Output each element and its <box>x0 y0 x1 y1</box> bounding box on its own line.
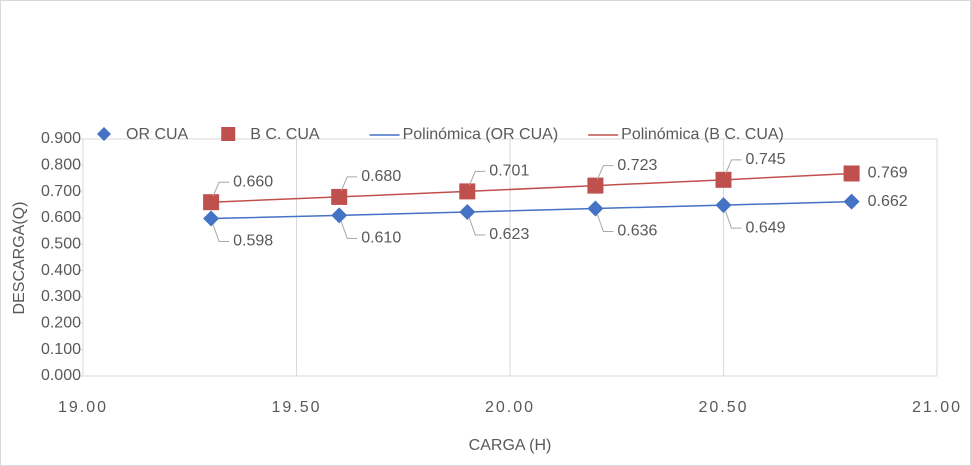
legend-label: B C. CUA <box>250 126 320 143</box>
data-label: 0.769 <box>868 165 908 182</box>
marker <box>459 203 476 220</box>
data-label: 0.662 <box>868 193 908 210</box>
marker <box>843 193 860 210</box>
legend-label: Polinómica (OR CUA) <box>403 126 559 143</box>
y-tick-label: 0.200 <box>41 315 81 332</box>
legend-label: Polinómica (B C. CUA) <box>621 126 784 143</box>
data-label: 0.610 <box>361 230 401 247</box>
marker <box>459 183 476 200</box>
y-tick-label: 0.000 <box>41 367 81 384</box>
leader-line <box>468 170 486 186</box>
x-tick-label: 20.50 <box>698 399 748 416</box>
data-label: 0.701 <box>489 163 529 180</box>
x-tick-label: 19.50 <box>271 399 321 416</box>
data-label: 0.660 <box>233 173 273 190</box>
marker <box>843 165 860 182</box>
marker <box>587 200 604 217</box>
y-tick-label: 0.700 <box>41 183 81 200</box>
y-tick-label: 0.300 <box>41 288 81 305</box>
x-tick-label: 21.00 <box>912 399 962 416</box>
leader-line <box>596 165 614 180</box>
marker <box>331 207 348 224</box>
marker <box>715 197 732 214</box>
marker <box>203 210 220 227</box>
data-label: 0.723 <box>617 157 657 174</box>
trendline <box>211 172 852 203</box>
data-label: 0.649 <box>746 219 786 236</box>
plot-area <box>82 138 938 377</box>
leader-line <box>468 217 486 236</box>
leader-line <box>596 214 614 233</box>
data-label: 0.623 <box>489 226 529 243</box>
data-label: 0.745 <box>746 151 786 168</box>
leader-line <box>212 224 230 243</box>
leader-line <box>725 159 742 175</box>
x-axis-label: CARGA (H) <box>469 437 552 454</box>
y-tick-label: 0.600 <box>41 209 81 226</box>
data-label: 0.636 <box>617 223 657 240</box>
data-label: 0.598 <box>233 233 273 250</box>
legend-label: OR CUA <box>126 126 189 143</box>
leader-line <box>340 221 358 239</box>
legend-marker <box>97 127 111 141</box>
marker <box>203 194 220 211</box>
data-label: 0.680 <box>361 168 401 185</box>
legend-marker <box>221 127 236 141</box>
marker <box>587 177 604 194</box>
y-axis-label: DESCARGA(Q) <box>11 202 28 315</box>
leader-line <box>725 210 742 229</box>
y-tick-label: 0.900 <box>41 130 81 147</box>
marker <box>715 171 732 188</box>
leader-line <box>212 181 230 197</box>
y-tick-label: 0.800 <box>41 157 81 174</box>
x-tick-label: 20.00 <box>485 399 535 416</box>
y-tick-label: 0.400 <box>41 262 81 279</box>
trendline <box>211 200 852 220</box>
y-tick-label: 0.500 <box>41 236 81 253</box>
x-tick-label: 19.00 <box>58 399 108 416</box>
leader-line <box>340 176 358 192</box>
marker <box>331 188 348 205</box>
y-tick-label: 0.100 <box>41 341 81 358</box>
